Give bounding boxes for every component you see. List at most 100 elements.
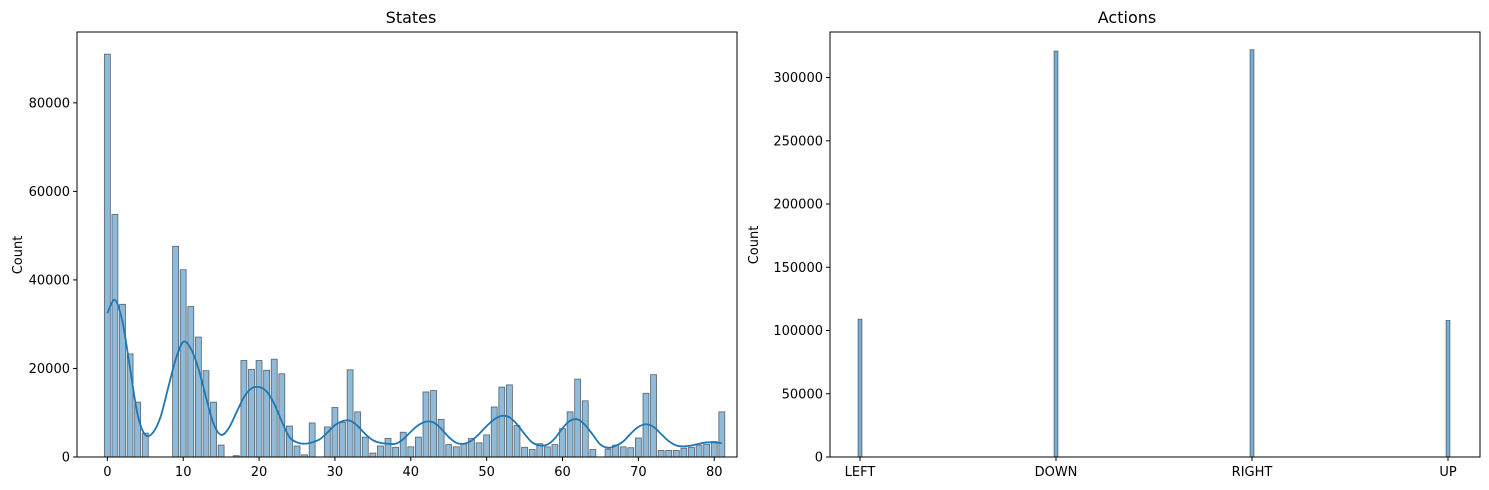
states-bar — [112, 214, 118, 457]
states-bar — [355, 412, 361, 457]
states-bar — [294, 446, 300, 457]
states-bar — [340, 422, 346, 457]
states-bar — [264, 370, 270, 457]
states-ytick-label: 80000 — [29, 96, 70, 111]
states-bar — [446, 445, 452, 457]
states-ytick-label: 60000 — [29, 185, 70, 200]
states-bar — [651, 375, 657, 457]
states-bar — [248, 369, 254, 457]
states-bar — [256, 360, 262, 457]
states-chart: States Count 0 20000 40000 60000 80000 0 10 20… — [11, 8, 737, 480]
states-bar — [681, 448, 687, 457]
states-xtick-label: 20 — [251, 465, 268, 480]
actions-ytick-label: 50000 — [782, 387, 823, 402]
states-ylabel: Count — [11, 236, 26, 275]
actions-chart: Actions Count 0 50000 100000 150000 200000 25… — [747, 8, 1480, 480]
states-xtick-label: 60 — [554, 465, 571, 480]
states-bar — [203, 371, 209, 457]
states-bar — [120, 304, 126, 457]
states-bar — [476, 443, 482, 457]
states-bar — [544, 447, 550, 457]
states-bar — [438, 419, 444, 457]
states-bar — [688, 447, 694, 457]
states-bar — [453, 447, 459, 457]
states-bar — [658, 450, 664, 457]
states-bar — [393, 447, 399, 457]
states-bar — [400, 432, 406, 457]
actions-axes-frame — [830, 32, 1480, 457]
states-bar — [377, 446, 383, 457]
states-xtick-label: 10 — [175, 465, 192, 480]
states-bar — [188, 306, 194, 457]
states-xtick-label: 30 — [327, 465, 344, 480]
states-bars — [104, 54, 724, 457]
actions-x-axis: LEFT DOWN RIGHT UP — [845, 457, 1457, 480]
states-bar — [104, 54, 110, 457]
states-bar — [180, 270, 186, 457]
states-bar — [415, 437, 421, 457]
states-bar — [385, 438, 391, 457]
states-bar — [241, 360, 247, 457]
actions-ytick-label: 300000 — [773, 71, 823, 86]
actions-bar — [858, 319, 862, 457]
actions-xtick-label: DOWN — [1035, 465, 1078, 480]
actions-bar — [1446, 320, 1450, 457]
actions-ytick-label: 150000 — [773, 261, 823, 276]
states-bar — [499, 387, 505, 457]
states-title: States — [386, 8, 437, 27]
states-ytick-label: 20000 — [29, 362, 70, 377]
states-bar — [484, 435, 490, 457]
states-bar — [522, 447, 528, 457]
actions-ytick-label: 100000 — [773, 324, 823, 339]
states-bar — [590, 449, 596, 457]
states-bar — [408, 447, 414, 457]
states-bar — [529, 449, 535, 457]
states-bar — [605, 449, 611, 457]
actions-bars — [858, 50, 1450, 457]
actions-xtick-label: UP — [1439, 465, 1457, 480]
states-bar — [286, 426, 292, 457]
states-bar — [135, 402, 141, 457]
states-bar — [575, 379, 581, 457]
states-bar — [362, 437, 368, 457]
states-bar — [506, 385, 512, 457]
states-bar — [704, 444, 710, 457]
actions-ylabel: Count — [747, 226, 762, 265]
states-bar — [423, 392, 429, 457]
actions-bar — [1250, 50, 1254, 457]
states-bar — [560, 429, 566, 457]
states-bar — [461, 444, 467, 457]
actions-xtick-label: LEFT — [845, 465, 876, 480]
states-bar — [696, 445, 702, 457]
states-bar — [711, 442, 717, 457]
actions-ytick-label: 200000 — [773, 198, 823, 213]
actions-title: Actions — [1098, 8, 1156, 27]
states-ytick-label: 40000 — [29, 273, 70, 288]
states-bar — [628, 448, 634, 457]
states-bar — [218, 445, 224, 457]
states-bar — [567, 412, 573, 457]
states-bar — [719, 412, 725, 457]
states-bar — [370, 453, 376, 457]
actions-xtick-label: RIGHT — [1232, 465, 1273, 480]
states-bar — [332, 407, 338, 457]
states-bar — [620, 447, 626, 457]
states-xtick-label: 70 — [630, 465, 647, 480]
states-bar — [309, 423, 315, 457]
actions-y-axis: 0 50000 100000 150000 200000 250000 300000 — [773, 71, 830, 465]
actions-ytick-label: 0 — [815, 451, 823, 466]
states-y-axis: 0 20000 40000 60000 80000 — [29, 96, 77, 465]
states-x-axis: 0 10 20 30 40 50 60 70 80 — [103, 457, 722, 480]
states-bar — [673, 450, 679, 457]
states-ytick-label: 0 — [62, 451, 70, 466]
states-bar — [491, 407, 497, 457]
states-xtick-label: 40 — [403, 465, 420, 480]
states-bar — [666, 450, 672, 457]
states-bar — [514, 426, 520, 457]
states-xtick-label: 50 — [478, 465, 495, 480]
actions-bar — [1054, 51, 1058, 457]
states-xtick-label: 0 — [103, 465, 111, 480]
states-bar — [347, 370, 353, 457]
states-bar — [635, 438, 641, 457]
